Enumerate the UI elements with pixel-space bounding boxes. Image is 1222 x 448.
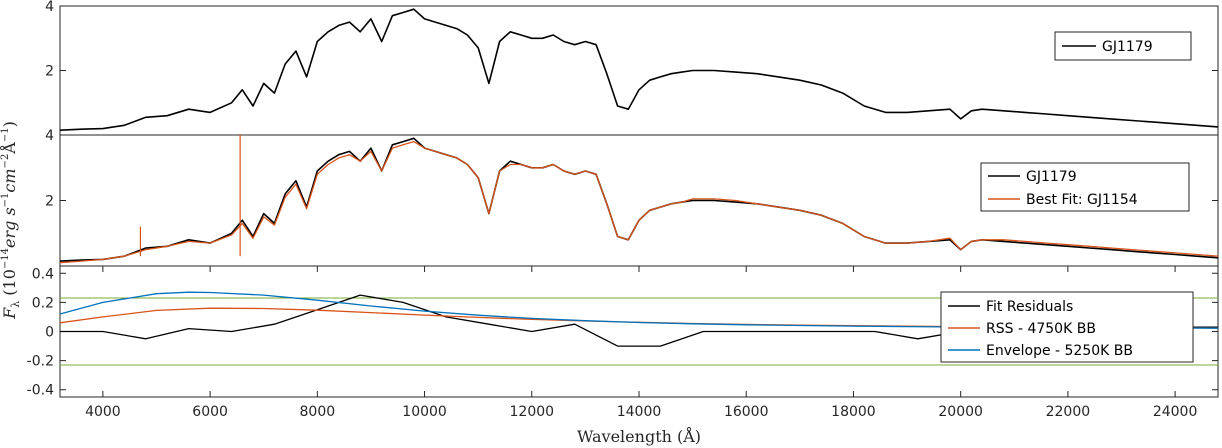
- y-tick-label: -0.2: [27, 354, 54, 370]
- panel-middle-series: [59, 135, 1219, 264]
- legend-label-best-fit: Best Fit: GJ1154: [1026, 192, 1138, 208]
- panel-top-frame: [59, 5, 1219, 136]
- y-tick-label: 4: [45, 0, 54, 15]
- panel-middle-yticks: 42: [45, 128, 1218, 210]
- panel-top-legend: GJ1179: [1054, 31, 1192, 61]
- legend-label-gj1179: GJ1179: [1026, 169, 1077, 185]
- panel-bottom: 0.4 0.2 0 -0.2 -0.4 4000 6000 8000 10000 12000 14…: [27, 265, 1219, 420]
- panel-bottom-xticks: 4000 6000 8000 10000 12000 14000 16000 18000 200…: [85, 266, 1197, 420]
- panel-top-yticks: 42: [45, 0, 1218, 80]
- x-tick-label: 12000: [510, 404, 555, 420]
- x-tick-label: 16000: [724, 404, 769, 420]
- x-tick-label: 14000: [617, 404, 662, 420]
- y-tick-label: 4: [45, 128, 54, 144]
- y-axis-title: Fλ (10−14erg s−1cm−2Å−1): [0, 121, 22, 320]
- legend-box: [940, 291, 1194, 363]
- legend-label-rss: RSS - 4750K BB: [986, 321, 1096, 337]
- y-tick-label: 0.2: [32, 295, 54, 311]
- y-tick-label: 2: [45, 64, 54, 80]
- panel-top: 42 GJ1179: [45, 0, 1219, 136]
- y-tick-label: 0.4: [32, 266, 54, 282]
- x-tick-label: 24000: [1153, 404, 1198, 420]
- legend-label-envelope: Envelope - 5250K BB: [986, 343, 1133, 359]
- x-tick-label: 4000: [85, 404, 121, 420]
- series-line-best-fit-gj1154: [59, 140, 1219, 264]
- panel-middle: 42 GJ1179 Best Fit: GJ1154: [45, 128, 1219, 267]
- panel-bottom-legend: Fit Residuals RSS - 4750K BB Envelope - …: [940, 291, 1194, 363]
- legend-label: GJ1179: [1102, 39, 1153, 55]
- y-tick-label: 0: [45, 325, 54, 341]
- panel-top-series: [59, 8, 1219, 131]
- x-tick-label: 6000: [192, 404, 228, 420]
- x-tick-label: 18000: [831, 404, 876, 420]
- legend-label-residuals: Fit Residuals: [986, 299, 1073, 315]
- panel-middle-legend: GJ1179 Best Fit: GJ1154: [980, 162, 1190, 212]
- y-tick-label: -0.4: [27, 383, 54, 399]
- series-line-gj1179: [59, 8, 1219, 131]
- x-tick-label: 22000: [1046, 404, 1091, 420]
- panel-bottom-yticks: 0.4 0.2 0 -0.2 -0.4: [27, 266, 1218, 399]
- y-tick-label: 2: [45, 194, 54, 210]
- x-tick-label: 8000: [300, 404, 336, 420]
- legend-box: [980, 162, 1190, 212]
- x-tick-label: 20000: [938, 404, 983, 420]
- x-tick-label: 10000: [402, 404, 447, 420]
- x-axis-title: Wavelength (Å): [577, 426, 701, 446]
